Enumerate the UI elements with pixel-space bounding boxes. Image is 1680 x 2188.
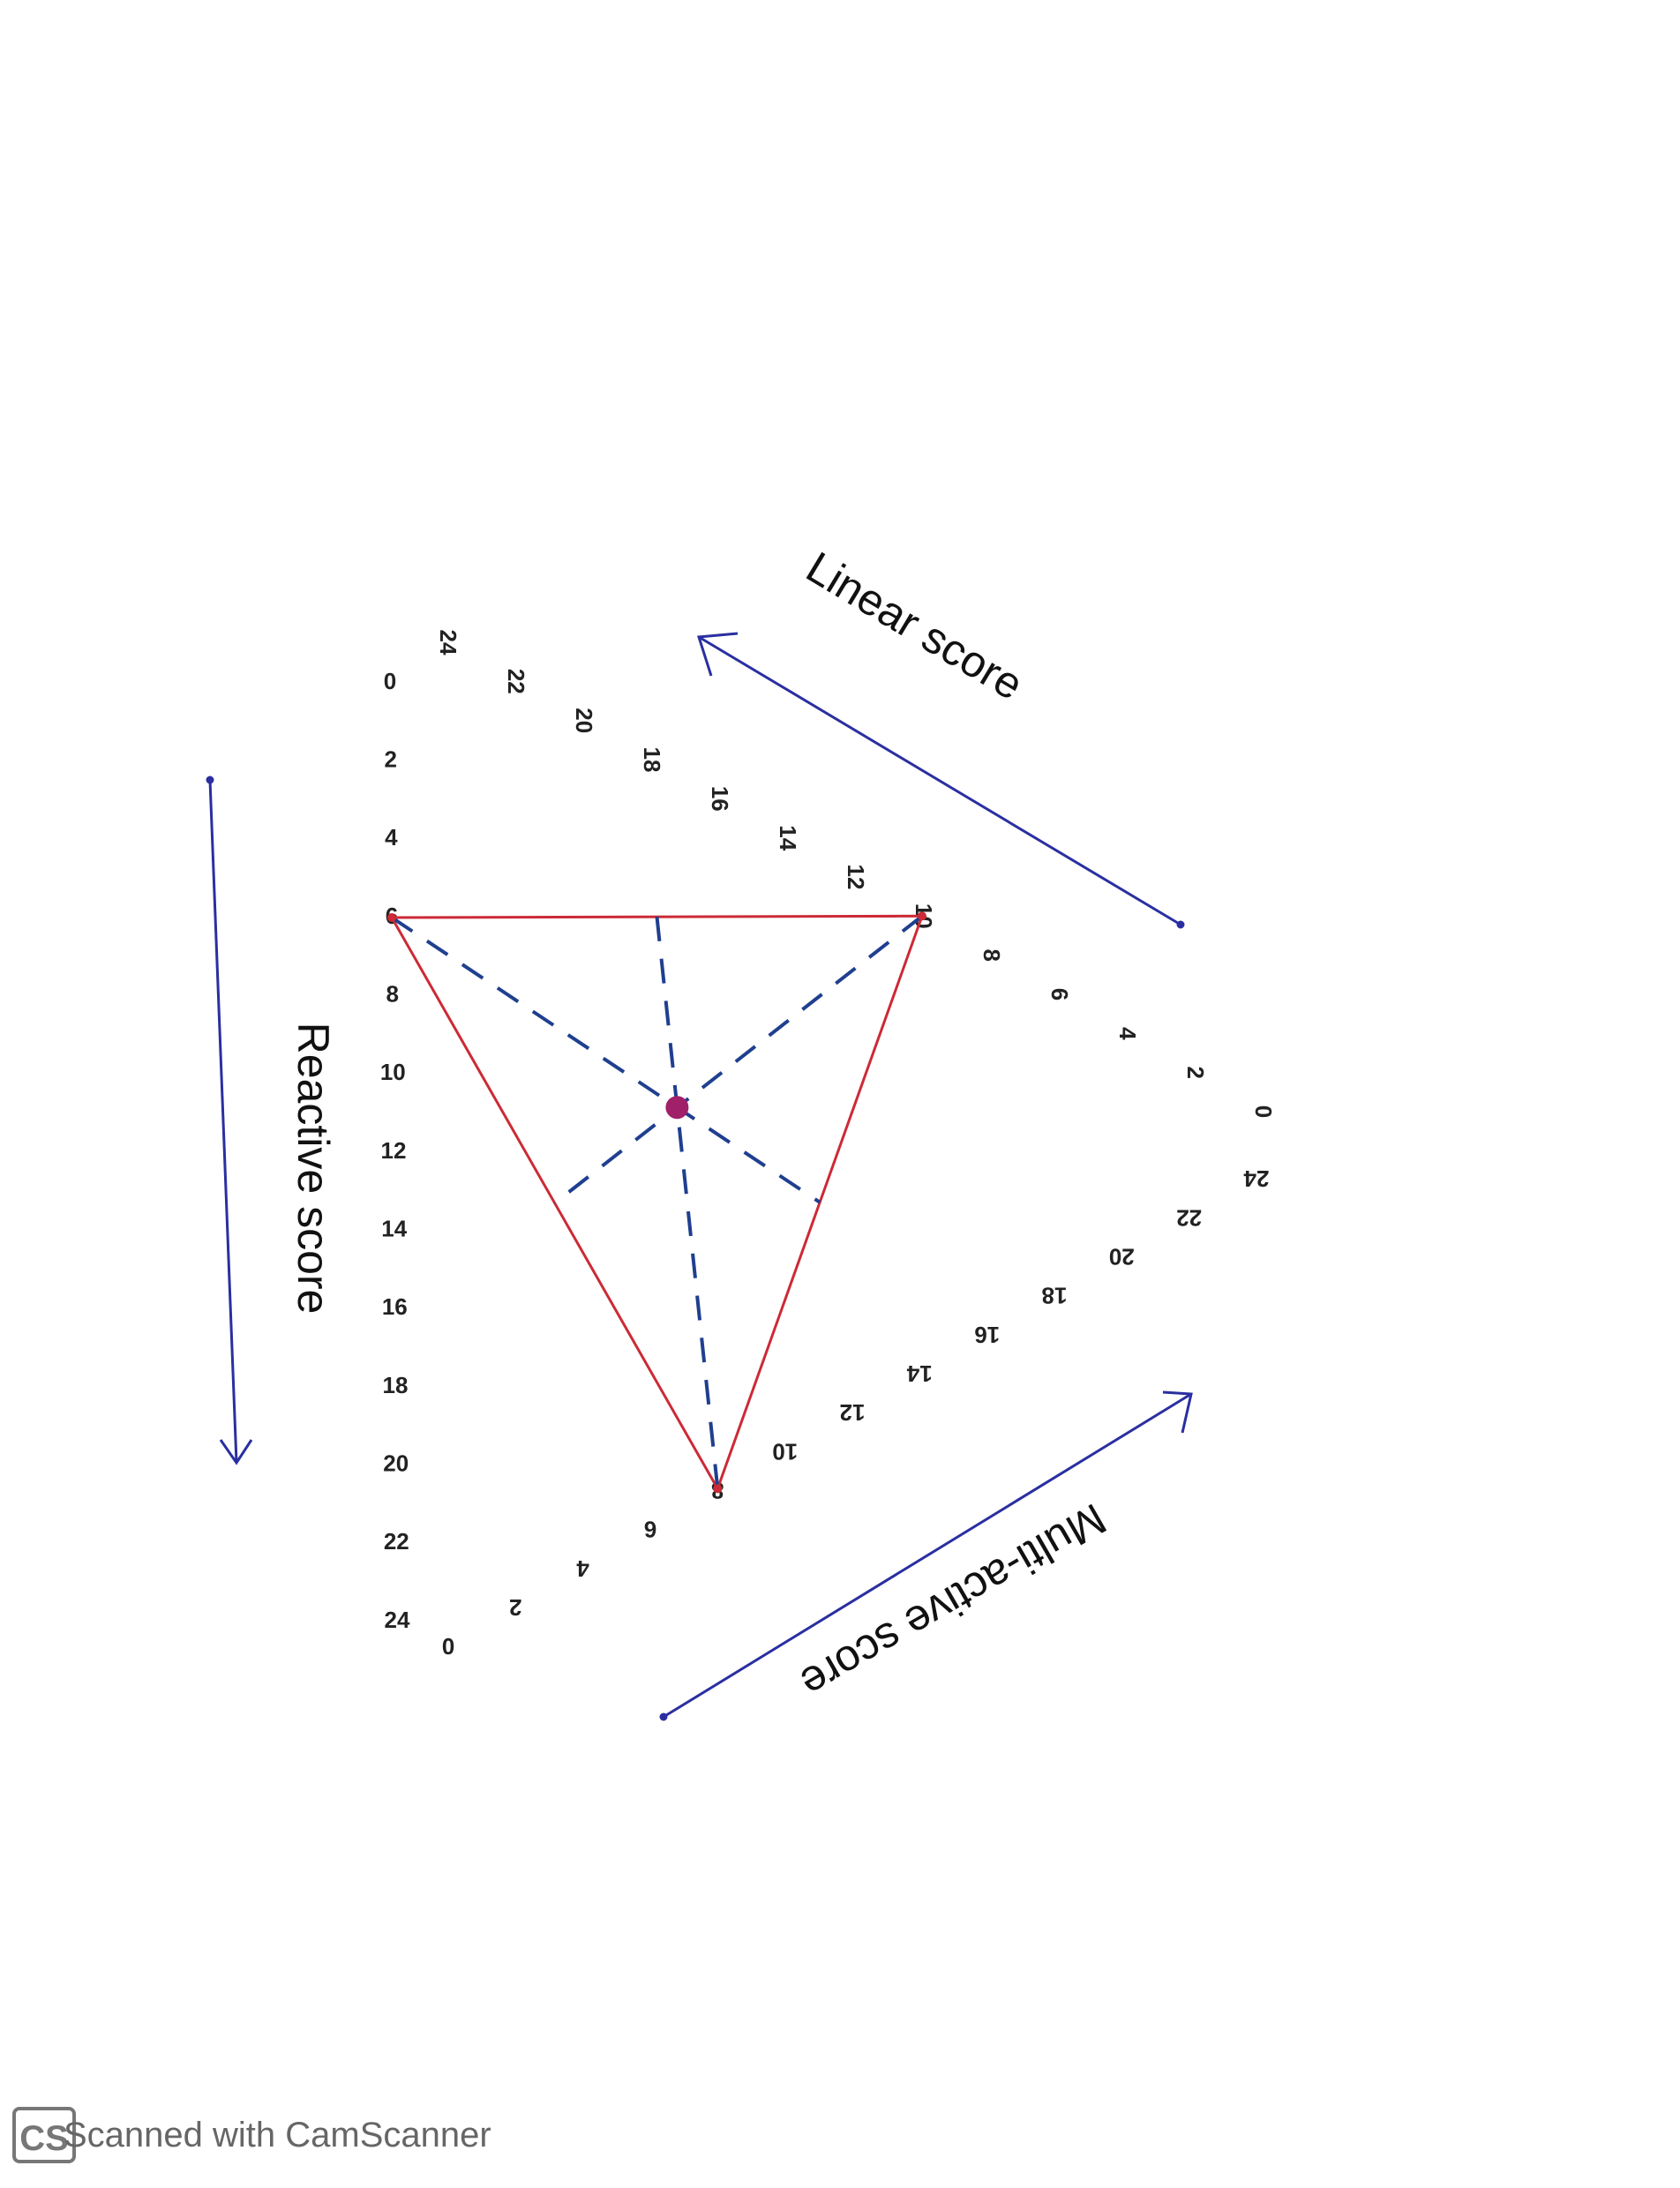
multi-active-tick-label: 0 — [442, 1633, 454, 1660]
multi-active-tick-label: 20 — [1109, 1243, 1135, 1270]
reactive-tick-label: 12 — [381, 1137, 407, 1164]
triangle-vertices — [387, 911, 926, 1494]
median-from-reactive — [390, 916, 821, 1204]
camscanner-watermark: CS Scanned with CamScanner — [12, 2107, 491, 2163]
multi-active-tick-label: 14 — [906, 1360, 932, 1387]
reactive-tick-label: 8 — [386, 981, 398, 1008]
reactive-tick-label: 2 — [384, 746, 396, 773]
reactive-tick-label: 16 — [382, 1293, 408, 1320]
camscanner-text: Scanned with CamScanner — [64, 2115, 491, 2154]
reactive-tick-label: 4 — [385, 824, 398, 850]
multi-active-tick-label: 10 — [772, 1438, 798, 1465]
linear-tick-label: 18 — [639, 747, 665, 773]
linear-tick-label: 12 — [843, 865, 869, 890]
linear-tick-label: 20 — [571, 708, 597, 733]
multi-active-axis-ticks: 024681012141618202224 — [442, 1165, 1270, 1660]
median-from-linear — [553, 914, 924, 1205]
multi-active-tick-label: 2 — [509, 1594, 521, 1621]
linear-tick-label: 14 — [775, 825, 801, 850]
reactive-tick-label: 10 — [380, 1059, 406, 1085]
reactive-vertex — [387, 913, 396, 922]
reactive-axis-title: Reactive score — [289, 1023, 338, 1315]
linear-tick-label: 2 — [1182, 1066, 1209, 1078]
linear-vertex — [918, 911, 926, 921]
reactive-direction-arrow — [206, 776, 253, 1465]
multi-active-vertex — [713, 1484, 723, 1494]
multi-active-tick-label: 22 — [1176, 1204, 1202, 1231]
multi-active-tick-label: 16 — [974, 1322, 1000, 1348]
linear-tick-label: 4 — [1114, 1027, 1141, 1040]
multi-active-tick-label: 24 — [1243, 1165, 1269, 1192]
linear-axis-ticks: 242220181614121086420 — [435, 630, 1277, 1119]
reactive-tick-label: 14 — [381, 1216, 407, 1242]
multi-active-tick-label: 6 — [644, 1517, 656, 1543]
reactive-tick-label: 22 — [384, 1528, 409, 1555]
centroid-point — [665, 1096, 689, 1120]
reactive-tick-label: 20 — [383, 1450, 409, 1477]
linear-tick-label: 24 — [435, 630, 461, 656]
linear-tick-label: 0 — [1250, 1105, 1277, 1118]
linear-tick-label: 22 — [503, 669, 529, 694]
multi-active-direction-arrow — [659, 1390, 1193, 1721]
multi-active-axis-title: Multi-active score — [792, 1494, 1114, 1708]
multi-active-tick-label: 12 — [840, 1399, 866, 1426]
linear-tick-label: 16 — [707, 786, 733, 812]
linear-direction-arrow — [697, 632, 1185, 929]
median-from-multi-active — [655, 916, 720, 1489]
multi-active-tick-label: 4 — [576, 1555, 589, 1582]
linear-tick-label: 8 — [979, 948, 1005, 961]
reactive-tick-label: 24 — [385, 1607, 410, 1633]
reactive-axis-ticks: 024681012141618202224 — [380, 668, 410, 1633]
reactive-tick-label: 18 — [383, 1372, 409, 1398]
linear-axis-title: Linear score — [798, 543, 1031, 710]
reactive-tick-label: 0 — [384, 668, 396, 694]
linear-tick-label: 6 — [1046, 988, 1073, 1000]
multi-active-tick-label: 18 — [1042, 1283, 1068, 1309]
camscanner-logo: CS — [12, 2107, 76, 2163]
median-lines — [390, 914, 924, 1489]
